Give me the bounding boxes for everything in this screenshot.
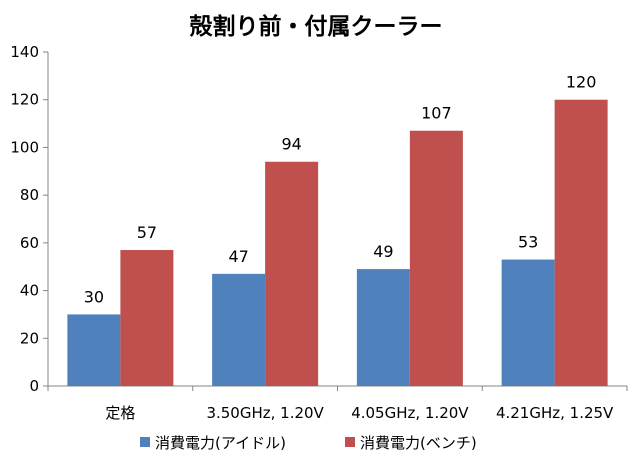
data-label: 94	[281, 135, 301, 154]
y-tick-label: 100	[10, 138, 39, 156]
x-category-label: 4.05GHz, 1.20V	[351, 404, 469, 422]
bar-series-1	[212, 273, 266, 386]
y-tick-label: 60	[20, 234, 39, 252]
x-category-label: 定格	[105, 404, 135, 422]
legend: 消費電力(アイドル) 消費電力(ベンチ)	[140, 434, 477, 452]
data-label: 120	[566, 73, 597, 92]
bar-series-2	[120, 250, 174, 386]
y-tick-label: 140	[10, 43, 39, 61]
bar-series-2	[265, 161, 319, 386]
bar-series-2	[554, 99, 608, 386]
legend-swatch	[345, 437, 355, 447]
legend-label: 消費電力(アイドル)	[155, 434, 286, 452]
data-label: 49	[373, 242, 393, 261]
data-label: 47	[228, 247, 248, 266]
x-category-label: 4.21GHz, 1.25V	[496, 404, 614, 422]
bar-series-2	[409, 130, 463, 386]
y-tick-label: 80	[20, 186, 39, 204]
bar-series-1	[356, 269, 410, 386]
y-tick-label: 20	[20, 329, 39, 347]
y-tick-label: 120	[10, 91, 39, 109]
bar-series-1	[67, 314, 121, 386]
y-tick-label: 0	[29, 377, 39, 395]
data-label: 107	[421, 104, 452, 123]
data-labels: 30 47 49 53 57 94 107 120	[84, 73, 597, 307]
x-category-label: 3.50GHz, 1.20V	[206, 404, 324, 422]
legend-label: 消費電力(ベンチ)	[360, 434, 477, 452]
legend-swatch	[140, 437, 150, 447]
axes: 0 20 40 60 80 100 120 140 定格 3.50GHz, 1.20V 4.05GH…	[10, 43, 628, 422]
bar-series-1	[501, 259, 555, 386]
data-label: 57	[137, 223, 157, 242]
chart-title: 殻割り前・付属クーラー	[190, 13, 443, 40]
y-tick-label: 40	[20, 282, 39, 300]
data-label: 53	[518, 233, 538, 252]
data-label: 30	[84, 287, 104, 306]
bars	[67, 99, 608, 386]
